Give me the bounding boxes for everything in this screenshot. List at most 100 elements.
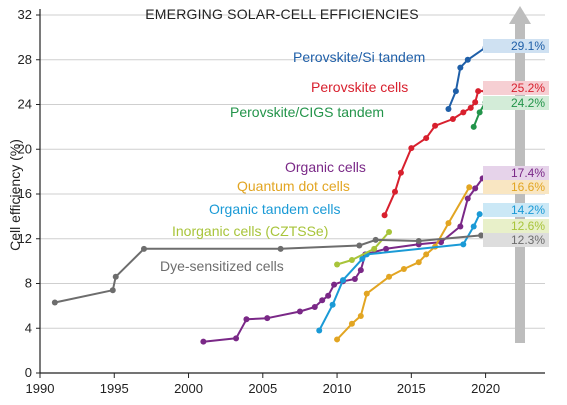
- series-label: Organic tandem cells: [209, 201, 341, 217]
- value-label: 14.2%: [511, 203, 545, 217]
- series-label: Inorganic cells (CZTSSe): [172, 223, 328, 239]
- data-point: [423, 135, 430, 142]
- y-tick-label: 24: [18, 97, 32, 112]
- value-badge: [483, 166, 549, 180]
- y-tick-label: 8: [25, 276, 32, 291]
- data-point: [467, 104, 474, 111]
- data-point: [391, 188, 398, 195]
- value-label: 24.2%: [511, 96, 545, 110]
- data-point: [233, 335, 240, 342]
- data-point: [348, 320, 355, 327]
- data-point: [470, 123, 477, 130]
- value-label: 12.3%: [511, 233, 545, 247]
- data-point: [359, 255, 366, 262]
- data-point: [397, 169, 404, 176]
- y-axis-title: Cell efficiency (%): [7, 139, 23, 251]
- axes: 0 4 8 12 16 20 24 28 32 1990 1995 2000 2005 2010 2015 2…: [18, 7, 545, 396]
- x-tick-label: 1995: [100, 381, 129, 396]
- value-label: 16.6%: [511, 180, 545, 194]
- data-point: [200, 338, 207, 345]
- data-point: [472, 185, 479, 192]
- y-tick-label: 28: [18, 52, 32, 67]
- data-point: [334, 336, 341, 343]
- data-point: [478, 232, 485, 239]
- data-point: [452, 88, 459, 95]
- gridlines: [40, 14, 545, 329]
- labels: Perovskite/Si tandem Perovskite cells Pero…: [160, 39, 549, 274]
- data-point: [383, 245, 390, 252]
- value-badge: [483, 219, 549, 233]
- data-point: [460, 109, 467, 116]
- series-label: Perovskite cells: [311, 79, 408, 95]
- data-point: [277, 245, 284, 252]
- data-point: [348, 257, 355, 264]
- x-tick-label: 2015: [397, 381, 426, 396]
- y-tick-label: 16: [18, 186, 32, 201]
- data-point: [457, 223, 464, 230]
- series-line: [318, 213, 481, 331]
- value-label: 29.1%: [511, 39, 545, 53]
- y-tick-label: 0: [25, 365, 32, 380]
- data-point: [329, 301, 336, 308]
- series-label: Organic cells: [285, 159, 366, 175]
- data-point: [112, 273, 119, 280]
- data-point: [316, 327, 323, 334]
- data-point: [243, 316, 250, 323]
- series-line: [447, 46, 487, 110]
- series-label: Perovskite/CIGS tandem: [230, 104, 384, 120]
- data-point: [372, 236, 379, 243]
- value-label: 12.6%: [511, 219, 545, 233]
- data-point: [371, 245, 378, 252]
- data-point: [340, 277, 346, 284]
- value-label: 17.4%: [511, 166, 545, 180]
- y-tick-label: 4: [25, 320, 32, 335]
- value-label: 25.2%: [511, 81, 545, 95]
- x-tick-label: 2005: [248, 381, 277, 396]
- data-point: [356, 242, 363, 249]
- value-badge: [483, 96, 549, 110]
- data-point: [466, 184, 473, 191]
- data-point: [386, 229, 393, 236]
- data-point: [423, 251, 430, 258]
- data-point: [432, 122, 439, 129]
- value-badge: [483, 203, 549, 217]
- data-point: [464, 195, 471, 202]
- data-point: [51, 299, 58, 306]
- chart-title: EMERGING SOLAR-CELL EFFICIENCIES: [145, 6, 419, 22]
- data-point: [311, 303, 318, 310]
- data-point: [325, 292, 332, 299]
- y-tick-label: 32: [18, 7, 32, 22]
- value-badge: [483, 180, 549, 194]
- y-tick-label: 12: [18, 231, 32, 246]
- series-label: Perovskite/Si tandem: [293, 49, 425, 65]
- data-point: [415, 259, 422, 266]
- data-point: [464, 56, 471, 63]
- value-badge: [483, 39, 549, 53]
- value-badge: [483, 81, 549, 95]
- data-point: [449, 116, 456, 123]
- data-point: [334, 261, 341, 268]
- data-point: [460, 241, 467, 248]
- series-lines: [51, 44, 489, 345]
- x-tick-label: 2010: [323, 381, 352, 396]
- data-point: [351, 276, 358, 283]
- data-point: [470, 223, 477, 230]
- value-badge: [483, 233, 549, 247]
- x-tick-label: 1990: [26, 381, 55, 396]
- series-label: Quantum dot cells: [237, 178, 350, 194]
- data-point: [475, 88, 482, 95]
- x-tick-label: 2000: [174, 381, 203, 396]
- arrow-head: [509, 6, 531, 24]
- data-point: [386, 273, 393, 280]
- data-point: [331, 281, 338, 288]
- data-point: [109, 287, 116, 294]
- data-point: [445, 220, 452, 227]
- data-point: [408, 145, 415, 152]
- data-point: [476, 109, 483, 116]
- data-point: [457, 64, 464, 71]
- data-point: [400, 265, 407, 272]
- series-label: Dye-sensitized cells: [160, 258, 284, 274]
- data-point: [363, 290, 370, 297]
- data-point: [381, 212, 388, 219]
